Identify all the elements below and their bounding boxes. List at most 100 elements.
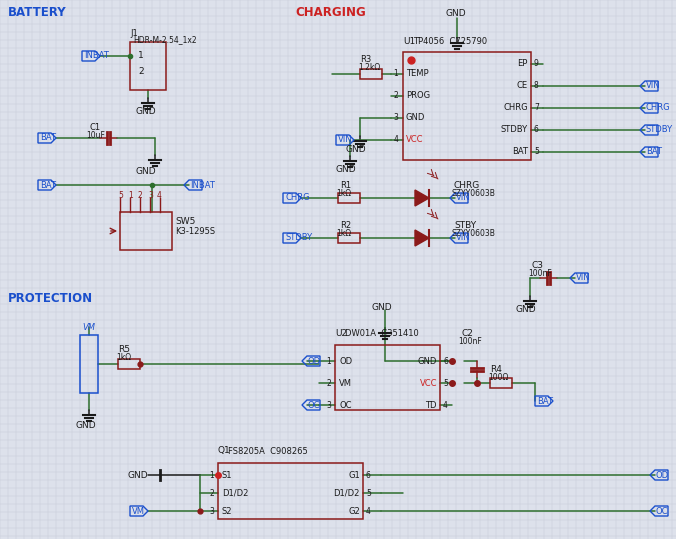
Text: CE: CE: [517, 81, 528, 91]
Text: STDBY: STDBY: [285, 233, 312, 243]
Text: VIN: VIN: [646, 81, 660, 91]
Text: GND: GND: [418, 356, 437, 365]
Bar: [120, 212, 172, 250]
Text: R5: R5: [118, 345, 130, 355]
Text: GND: GND: [516, 306, 537, 314]
Text: VCC: VCC: [420, 378, 437, 388]
Text: 10uF: 10uF: [86, 132, 105, 141]
Text: BAT: BAT: [646, 148, 662, 156]
Text: 1kΩ: 1kΩ: [116, 354, 131, 363]
Text: 6: 6: [366, 471, 371, 480]
Text: SW5: SW5: [175, 218, 195, 226]
Text: BAT: BAT: [40, 181, 56, 190]
Text: CHRG: CHRG: [646, 103, 671, 113]
Text: R3: R3: [360, 56, 371, 65]
Text: OC: OC: [308, 400, 320, 410]
Polygon shape: [415, 190, 429, 206]
Text: 1: 1: [210, 471, 214, 480]
Text: J1: J1: [130, 30, 138, 38]
Text: VIN: VIN: [576, 273, 591, 282]
Text: GND: GND: [345, 146, 366, 155]
Text: BATTERY: BATTERY: [8, 5, 67, 18]
Bar: [490, 378, 512, 388]
Text: 1.2kΩ: 1.2kΩ: [358, 64, 380, 73]
Text: TEMP: TEMP: [406, 70, 429, 79]
Text: 2: 2: [393, 92, 398, 100]
Text: CHRG: CHRG: [285, 194, 310, 203]
Text: 6: 6: [443, 356, 448, 365]
Bar: [360, 69, 382, 79]
Text: OD: OD: [308, 356, 321, 365]
Text: STDBY: STDBY: [646, 126, 673, 135]
Text: FS8205A  C908265: FS8205A C908265: [228, 446, 308, 455]
Bar: [118, 359, 140, 369]
Text: 2: 2: [210, 488, 214, 497]
Text: U1: U1: [403, 38, 415, 46]
Bar: [403, 52, 531, 160]
Text: GND: GND: [406, 114, 425, 122]
Text: 5: 5: [118, 191, 123, 201]
Bar: [130, 42, 166, 90]
Text: VIN: VIN: [456, 194, 470, 203]
Text: G1: G1: [348, 471, 360, 480]
Polygon shape: [415, 230, 429, 246]
Text: 2: 2: [327, 378, 331, 388]
Text: 3: 3: [326, 400, 331, 410]
Text: S1: S1: [222, 471, 233, 480]
Text: R2: R2: [340, 222, 351, 231]
Text: VM: VM: [339, 378, 352, 388]
Text: EP: EP: [518, 59, 528, 68]
Text: R4: R4: [490, 364, 502, 374]
Text: SZYY0603B: SZYY0603B: [452, 190, 496, 198]
Text: 4: 4: [393, 135, 398, 144]
Text: INBAT: INBAT: [84, 52, 109, 60]
Text: TP4056  C725790: TP4056 C725790: [413, 38, 487, 46]
Text: GND: GND: [127, 471, 148, 480]
Text: VIN: VIN: [338, 135, 353, 144]
Text: 5: 5: [534, 148, 539, 156]
Text: 5: 5: [443, 378, 448, 388]
Text: 100nF: 100nF: [458, 336, 482, 345]
Text: 1: 1: [128, 191, 132, 201]
Text: GND: GND: [76, 420, 97, 430]
Text: INBAT: INBAT: [190, 181, 215, 190]
Text: 6: 6: [534, 126, 539, 135]
Text: BAT: BAT: [40, 134, 56, 142]
Text: 1: 1: [327, 356, 331, 365]
Text: GND: GND: [135, 107, 155, 116]
Text: GND: GND: [135, 168, 155, 176]
Text: G2: G2: [348, 507, 360, 515]
Text: VCC: VCC: [406, 135, 423, 144]
Text: OC: OC: [339, 400, 352, 410]
Text: 1kΩ: 1kΩ: [336, 190, 351, 198]
Text: K3-1295S: K3-1295S: [175, 227, 215, 237]
Text: TD: TD: [425, 400, 437, 410]
Text: 3: 3: [393, 114, 398, 122]
Text: HDR-M-2.54_1x2: HDR-M-2.54_1x2: [133, 36, 197, 45]
Text: 9: 9: [534, 59, 539, 68]
Text: OD: OD: [656, 471, 669, 480]
Text: VIN: VIN: [456, 233, 470, 243]
Text: D1/D2: D1/D2: [222, 488, 248, 497]
Bar: [338, 233, 360, 243]
Text: 5: 5: [366, 488, 371, 497]
Text: OC: OC: [656, 507, 669, 515]
Text: U2: U2: [335, 328, 347, 337]
Text: C1: C1: [90, 123, 101, 133]
Text: 7: 7: [534, 103, 539, 113]
Text: S2: S2: [222, 507, 233, 515]
Text: GND: GND: [445, 10, 466, 18]
Bar: [338, 193, 360, 203]
Text: 4: 4: [366, 507, 371, 515]
Text: 4: 4: [443, 400, 448, 410]
Text: CHRG: CHRG: [454, 182, 480, 190]
Text: BAT: BAT: [512, 148, 528, 156]
Text: STBY: STBY: [454, 222, 476, 231]
Text: 100Ω: 100Ω: [488, 372, 508, 382]
Text: GND: GND: [371, 302, 391, 312]
Text: D1/D2: D1/D2: [334, 488, 360, 497]
Text: 1: 1: [138, 52, 144, 60]
Text: PROG: PROG: [406, 92, 430, 100]
Text: OD: OD: [339, 356, 352, 365]
Text: C2: C2: [462, 328, 474, 337]
